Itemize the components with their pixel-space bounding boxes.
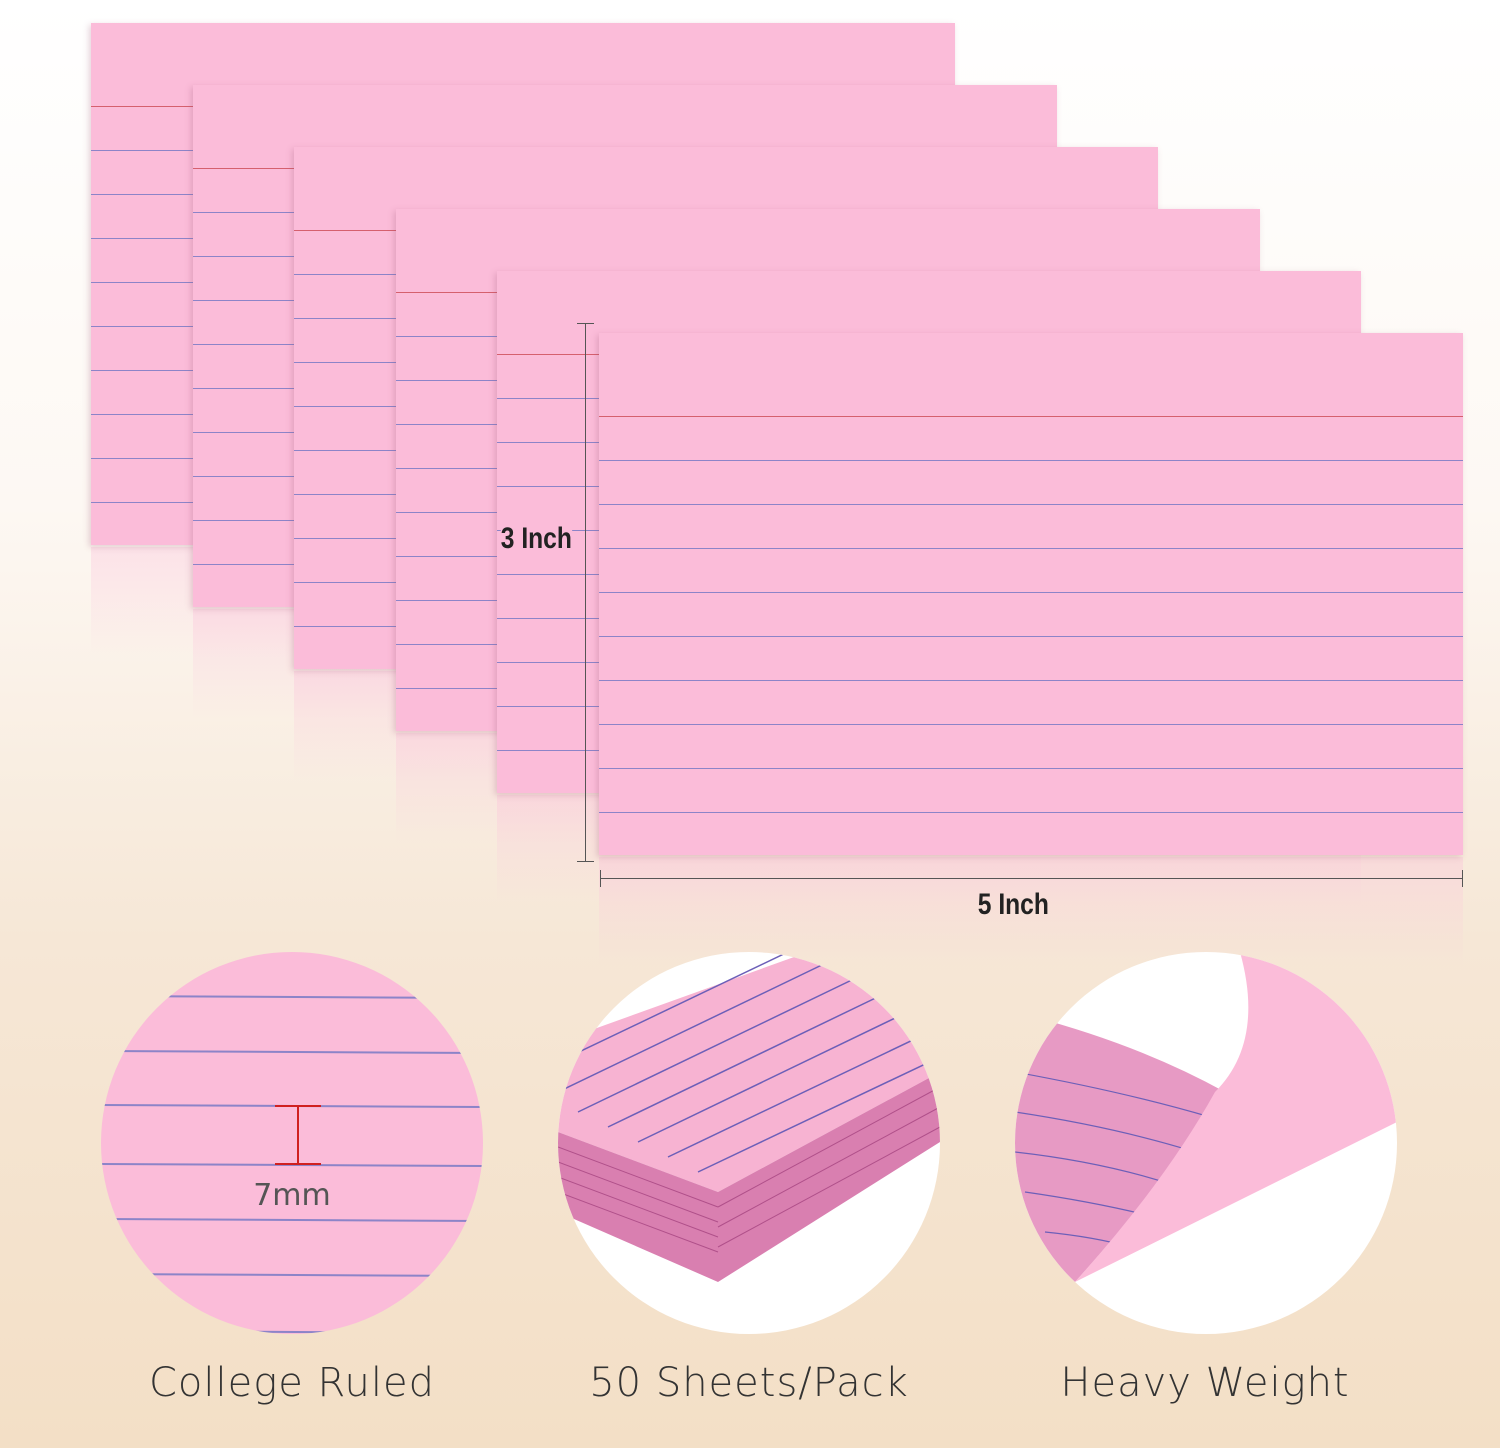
card-reflection <box>599 857 1463 967</box>
width-dimension-cap-right <box>1462 870 1463 887</box>
rule-line <box>599 636 1463 637</box>
height-dimension-cap-bottom <box>577 861 594 862</box>
rule-line <box>599 504 1463 505</box>
sheet-stack-detail <box>558 952 940 1334</box>
sheet-stack-illustration <box>558 952 940 1282</box>
index-card <box>599 333 1463 855</box>
rule-line <box>599 548 1463 549</box>
rule-line <box>599 768 1463 769</box>
width-label: 5 Inch <box>977 888 1049 921</box>
rule-line <box>599 812 1463 813</box>
college-ruled-detail: 7mm <box>101 952 483 1334</box>
ruled-lines-illustration <box>101 995 483 1334</box>
height-dimension-cap-top <box>577 323 594 324</box>
caption-college-ruled: College Ruled <box>148 1360 436 1406</box>
height-dimension-line <box>585 323 586 861</box>
width-dimension-line <box>600 878 1462 879</box>
rule-line <box>599 460 1463 461</box>
rule-line <box>599 592 1463 593</box>
caption-heavy-weight: Heavy Weight <box>1060 1360 1350 1406</box>
spacing-label: 7mm <box>253 1178 331 1213</box>
width-dimension-cap-left <box>600 870 601 887</box>
spacing-marker-icon <box>275 1105 321 1165</box>
curled-sheet-illustration <box>1015 952 1397 1282</box>
caption-sheets-per-pack: 50 Sheets/Pack <box>589 1360 909 1406</box>
rule-line <box>599 680 1463 681</box>
heavy-weight-detail <box>1015 952 1397 1334</box>
height-label: 3 Inch <box>500 522 572 556</box>
margin-line <box>599 416 1463 417</box>
rule-line <box>599 724 1463 725</box>
